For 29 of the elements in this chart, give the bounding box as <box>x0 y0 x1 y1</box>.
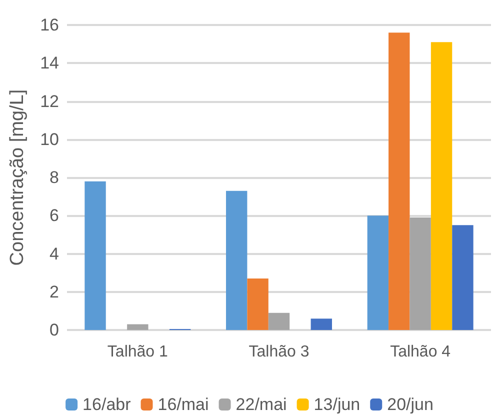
x-tick-label: Talhão 3 <box>248 344 310 360</box>
bar <box>226 190 248 330</box>
bar <box>84 181 106 330</box>
x-tick-label: Talhão 1 <box>107 344 168 360</box>
y-tick-label: 2 <box>50 282 59 302</box>
y-tick-label: 8 <box>50 168 59 187</box>
y-tick-label: 12 <box>40 92 59 111</box>
bar <box>367 216 389 330</box>
y-tick-label: 10 <box>40 130 59 149</box>
bar <box>268 312 290 330</box>
y-tick-label: 6 <box>50 206 59 226</box>
bar <box>247 278 268 330</box>
legend-label: 22/mai <box>236 395 287 414</box>
bar <box>310 318 332 330</box>
legend-label: 20/jun <box>387 395 434 414</box>
y-tick-label: 16 <box>40 16 59 34</box>
y-axis-title: Concentração [mg/L] <box>7 89 28 266</box>
bar <box>410 218 431 330</box>
bar <box>127 324 148 330</box>
legend-label: 16/mai <box>158 395 209 414</box>
legend-label: 16/abr <box>82 395 132 414</box>
legend-label: 13/jun <box>314 395 360 414</box>
y-tick-label: 0 <box>50 320 59 340</box>
bar <box>452 225 474 330</box>
y-tick-label: 14 <box>40 54 59 73</box>
y-tick-label: 4 <box>50 244 59 264</box>
bar <box>430 42 452 330</box>
bar <box>388 32 410 330</box>
x-tick-label: Talhão 4 <box>390 344 451 360</box>
